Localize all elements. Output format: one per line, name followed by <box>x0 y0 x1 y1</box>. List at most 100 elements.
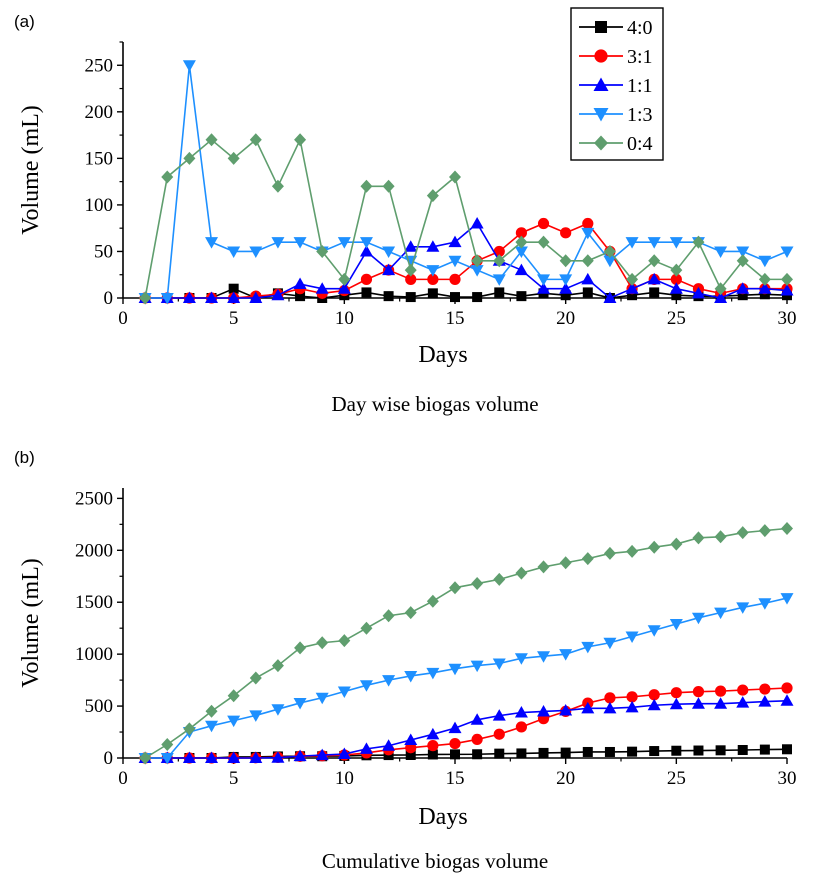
data-point <box>715 685 727 697</box>
data-point <box>359 680 373 692</box>
data-point <box>648 254 661 268</box>
data-point <box>647 698 661 711</box>
data-point <box>448 235 462 248</box>
data-point <box>361 287 372 298</box>
data-point <box>249 133 262 147</box>
data-point <box>649 746 660 757</box>
data-point <box>669 237 683 249</box>
x-tick-label: 20 <box>556 308 575 329</box>
data-point <box>581 227 595 240</box>
data-point <box>227 715 241 728</box>
data-point <box>470 713 484 725</box>
data-point <box>670 273 682 285</box>
data-point <box>492 274 506 286</box>
data-point <box>560 227 572 239</box>
data-point <box>515 721 528 733</box>
x-tick-label: 30 <box>778 308 797 329</box>
data-point <box>450 292 460 303</box>
data-point <box>139 291 152 305</box>
data-point <box>337 686 351 699</box>
data-point <box>538 747 549 758</box>
data-point <box>559 254 572 268</box>
data-point <box>736 282 750 294</box>
data-point <box>271 704 285 716</box>
data-point <box>293 749 307 762</box>
x-tick-label: 0 <box>118 308 128 329</box>
data-point <box>448 255 462 268</box>
data-point <box>736 254 749 268</box>
legend-marker <box>594 135 608 151</box>
x-tick-label: 10 <box>335 308 354 329</box>
data-point <box>315 282 329 294</box>
data-point <box>182 751 196 763</box>
legend-marker <box>593 77 609 91</box>
series-0-4 <box>139 522 793 765</box>
data-point <box>404 263 417 277</box>
series-line <box>145 699 788 759</box>
legend-label: 1:3 <box>627 104 653 126</box>
data-point <box>692 686 705 698</box>
data-point <box>338 634 351 648</box>
data-point <box>427 749 438 760</box>
x-axis-title: Days <box>418 342 467 368</box>
legend-label: 1:1 <box>627 75 653 97</box>
data-point <box>581 254 594 268</box>
data-point <box>470 660 484 673</box>
data-point <box>780 284 794 296</box>
data-point <box>649 287 660 298</box>
data-point <box>559 282 573 294</box>
data-point <box>537 560 550 574</box>
data-point <box>383 291 394 302</box>
data-point <box>581 272 595 285</box>
data-point <box>780 593 794 605</box>
data-point <box>382 675 396 687</box>
data-point <box>758 272 771 286</box>
data-point <box>405 292 416 303</box>
data-point <box>560 747 571 758</box>
data-point <box>759 683 771 695</box>
data-point <box>736 696 750 708</box>
data-point <box>625 237 639 249</box>
data-point <box>559 274 573 286</box>
x-tick-label: 5 <box>229 308 239 329</box>
data-point <box>359 742 373 754</box>
data-point <box>249 246 263 258</box>
y-tick-label: 1500 <box>75 592 113 613</box>
series-line <box>145 222 787 299</box>
y-tick-label: 0 <box>104 748 114 769</box>
data-point <box>493 245 505 258</box>
data-point <box>780 246 794 258</box>
series-line <box>144 137 787 299</box>
x-tick-label: 30 <box>778 768 797 789</box>
data-point <box>691 697 705 709</box>
data-point <box>648 540 661 554</box>
data-point <box>426 240 440 252</box>
data-point <box>493 572 506 586</box>
data-point <box>714 530 727 544</box>
data-point <box>337 282 351 294</box>
data-point <box>227 291 241 303</box>
data-point <box>427 740 439 752</box>
data-point <box>249 710 263 722</box>
data-point <box>183 722 196 736</box>
data-point <box>715 745 726 756</box>
data-point <box>736 246 750 258</box>
series-1-3 <box>138 593 794 765</box>
legend-label: 0:4 <box>627 133 653 155</box>
data-point <box>470 265 484 277</box>
data-point <box>714 282 727 296</box>
data-point <box>295 291 306 302</box>
y-tick-label: 200 <box>85 102 114 123</box>
y-tick-label: 500 <box>85 696 114 717</box>
y-tick-label: 1000 <box>75 644 113 665</box>
data-point <box>426 667 440 680</box>
legend-marker <box>593 108 609 122</box>
data-point <box>449 737 461 750</box>
data-point <box>227 151 240 165</box>
panel-label: (b) <box>14 448 35 467</box>
data-point <box>205 133 218 147</box>
data-point <box>294 133 307 147</box>
data-point <box>671 745 682 756</box>
data-point <box>337 747 351 760</box>
